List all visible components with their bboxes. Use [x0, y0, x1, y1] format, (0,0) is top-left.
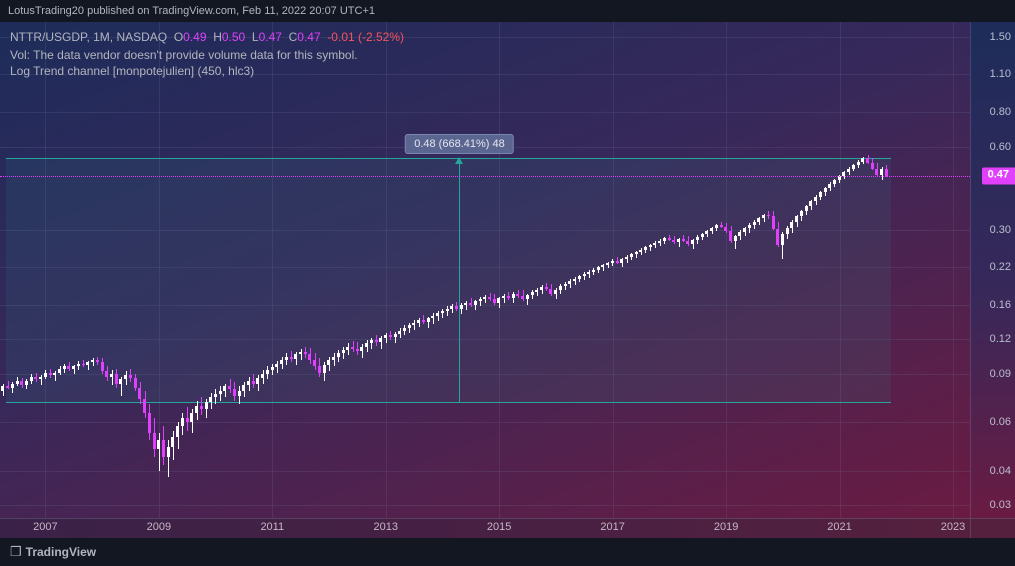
y-tick-label: 0.30	[990, 224, 1011, 236]
x-tick-label: 2009	[147, 521, 171, 533]
price-line-layer	[0, 22, 970, 518]
ohlc-c-label: C	[289, 30, 298, 44]
x-tick-label: 2017	[600, 521, 624, 533]
y-tick-label: 1.50	[990, 31, 1011, 43]
price-axis[interactable]: 1.50 1.10 0.80 0.60 0.47 0.30 0.22 0.16 0.12 0.09…	[970, 22, 1015, 518]
ohlc-c-value: 0.47	[297, 30, 320, 44]
x-tick-label: 2021	[827, 521, 851, 533]
y-tick-label: 0.80	[990, 106, 1011, 118]
tradingview-brand: TradingView	[26, 545, 96, 559]
chart-area[interactable]: NTTR/USGDP, 1M, NASDAQ O0.49 H0.50 L0.47…	[0, 22, 1015, 538]
x-tick-label: 2007	[33, 521, 57, 533]
footer-bar: ❒ TradingView	[0, 538, 1015, 566]
publish-text: LotusTrading20 published on TradingView.…	[8, 5, 375, 17]
last-price-line	[0, 176, 970, 177]
symbol-name: NTTR/USGDP, 1M, NASDAQ	[10, 30, 167, 44]
tradingview-logo-icon: ❒	[10, 544, 22, 560]
ohlc-l-value: 0.47	[259, 30, 282, 44]
price-tag: 0.47	[982, 167, 1015, 184]
ohlc-o-value: 0.49	[183, 30, 206, 44]
volume-info-line: Vol: The data vendor doesn't provide vol…	[10, 48, 358, 62]
x-tick-label: 2011	[260, 521, 284, 533]
measure-tooltip: 0.48 (668.41%) 48	[405, 134, 514, 154]
ohlc-h-value: 0.50	[222, 30, 245, 44]
ohlc-change: -0.01 (-2.52%)	[327, 30, 404, 44]
ohlc-l-label: L	[252, 30, 259, 44]
y-tick-label: 0.60	[990, 141, 1011, 153]
y-tick-label: 0.04	[990, 465, 1011, 477]
y-tick-label: 1.10	[990, 68, 1011, 80]
indicator-info-line: Log Trend channel [monpotejulien] (450, …	[10, 64, 254, 78]
y-tick-label: 0.22	[990, 261, 1011, 273]
time-axis[interactable]: 2007 2009 2011 2013 2015 2017 2019 2021 2023	[0, 518, 970, 538]
plot-area[interactable]: NTTR/USGDP, 1M, NASDAQ O0.49 H0.50 L0.47…	[0, 22, 970, 518]
y-tick-label: 0.12	[990, 333, 1011, 345]
ohlc-o-label: O	[174, 30, 183, 44]
y-tick-label: 0.06	[990, 416, 1011, 428]
x-tick-label: 2015	[487, 521, 511, 533]
ohlc-h-label: H	[213, 30, 222, 44]
x-tick-label: 2013	[373, 521, 397, 533]
symbol-info-line: NTTR/USGDP, 1M, NASDAQ O0.49 H0.50 L0.47…	[10, 30, 404, 44]
axis-corner	[970, 518, 1015, 538]
y-tick-label: 0.16	[990, 299, 1011, 311]
x-tick-label: 2023	[941, 521, 965, 533]
x-tick-label: 2019	[714, 521, 738, 533]
y-tick-label: 0.09	[990, 368, 1011, 380]
publish-header: LotusTrading20 published on TradingView.…	[0, 0, 1015, 22]
y-tick-label: 0.03	[990, 499, 1011, 511]
